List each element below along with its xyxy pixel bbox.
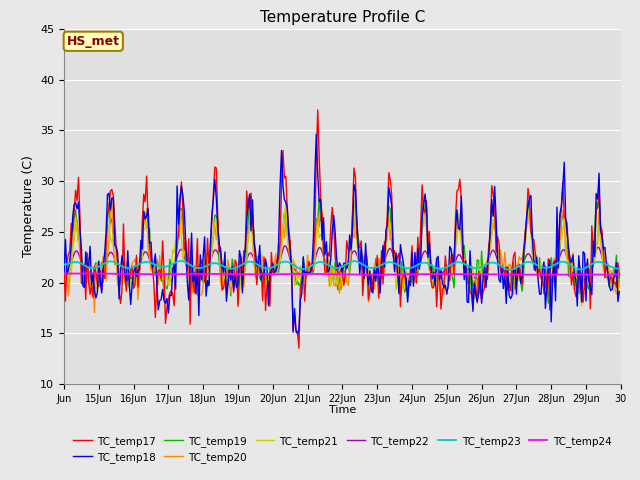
TC_temp20 <box>98 271 106 276</box>
TC_temp20 <box>60 262 68 268</box>
TC_temp18 <box>79 283 86 288</box>
TC_temp24 <box>348 272 355 277</box>
TC_temp20 <box>79 276 86 281</box>
TC_temp24 <box>72 271 79 276</box>
Line: TC_temp21: TC_temp21 <box>64 203 620 306</box>
TC_temp21 <box>578 303 586 309</box>
TC_temp20 <box>541 284 549 290</box>
TC_temp19 <box>616 272 623 278</box>
Y-axis label: Temperature (C): Temperature (C) <box>22 156 35 257</box>
TC_temp23 <box>79 262 86 267</box>
TC_temp17 <box>616 272 623 277</box>
TC_temp18 <box>312 132 320 137</box>
TC_temp22 <box>614 274 621 280</box>
TC_temp17 <box>459 255 467 261</box>
Legend: TC_temp17, TC_temp18, TC_temp19, TC_temp20, TC_temp21, TC_temp22, TC_temp23, TC_: TC_temp17, TC_temp18, TC_temp19, TC_temp… <box>69 432 616 467</box>
TC_temp21 <box>97 268 104 274</box>
TC_temp18 <box>60 270 68 276</box>
TC_temp18 <box>459 236 467 241</box>
TC_temp19 <box>545 300 552 306</box>
TC_temp17 <box>349 209 356 215</box>
TC_temp22 <box>349 249 356 255</box>
TC_temp23 <box>348 259 355 264</box>
Text: HS_met: HS_met <box>67 35 120 48</box>
TC_temp20 <box>91 310 99 315</box>
TC_temp18 <box>614 299 621 304</box>
TC_temp23 <box>97 263 104 269</box>
TC_temp23 <box>614 266 621 272</box>
TC_temp20 <box>616 276 623 282</box>
TC_temp22 <box>79 263 86 268</box>
TC_temp20 <box>614 289 621 295</box>
Line: TC_temp19: TC_temp19 <box>64 197 620 303</box>
TC_temp20 <box>108 200 116 205</box>
TC_temp20 <box>459 256 467 262</box>
TC_temp24 <box>541 272 549 277</box>
TC_temp18 <box>97 278 104 284</box>
Line: TC_temp20: TC_temp20 <box>64 203 620 312</box>
TC_temp24 <box>614 272 621 277</box>
TC_temp17 <box>314 107 321 113</box>
TC_temp17 <box>79 268 86 274</box>
TC_temp22 <box>280 243 288 249</box>
TC_temp18 <box>616 289 623 295</box>
TC_temp18 <box>349 226 356 231</box>
TC_temp19 <box>60 269 68 275</box>
TC_temp19 <box>79 277 86 283</box>
TC_temp17 <box>295 345 303 351</box>
TC_temp17 <box>97 268 104 274</box>
TC_temp24 <box>60 271 68 276</box>
TC_temp23 <box>458 260 465 265</box>
TC_temp23 <box>507 267 515 273</box>
TC_temp22 <box>616 275 623 280</box>
TC_temp23 <box>178 258 186 264</box>
TC_temp24 <box>369 272 377 277</box>
TC_temp22 <box>541 273 549 278</box>
TC_temp22 <box>60 271 68 277</box>
TC_temp19 <box>246 194 253 200</box>
TC_temp18 <box>541 306 549 312</box>
TC_temp21 <box>79 273 86 279</box>
TC_temp19 <box>540 272 548 277</box>
TC_temp19 <box>614 292 621 298</box>
TC_temp20 <box>349 231 356 237</box>
TC_temp23 <box>541 265 549 271</box>
TC_temp19 <box>348 257 355 263</box>
TC_temp21 <box>348 238 355 244</box>
X-axis label: Time: Time <box>329 405 356 415</box>
Line: TC_temp18: TC_temp18 <box>64 134 620 334</box>
Line: TC_temp24: TC_temp24 <box>64 274 620 275</box>
TC_temp22 <box>459 258 467 264</box>
TC_temp24 <box>616 272 623 277</box>
TC_temp24 <box>459 271 467 277</box>
TC_temp22 <box>97 268 104 274</box>
TC_temp22 <box>193 276 201 282</box>
TC_temp17 <box>541 264 549 269</box>
TC_temp24 <box>98 271 106 276</box>
TC_temp23 <box>60 262 68 267</box>
TC_temp18 <box>294 331 301 337</box>
TC_temp24 <box>81 271 88 276</box>
Line: TC_temp23: TC_temp23 <box>64 261 620 270</box>
TC_temp21 <box>282 200 290 206</box>
TC_temp21 <box>458 240 465 245</box>
TC_temp21 <box>540 260 548 266</box>
Title: Temperature Profile C: Temperature Profile C <box>260 10 425 25</box>
TC_temp19 <box>458 227 465 232</box>
TC_temp23 <box>616 266 623 272</box>
TC_temp21 <box>60 271 68 277</box>
TC_temp17 <box>614 260 621 265</box>
TC_temp19 <box>97 278 104 284</box>
Line: TC_temp22: TC_temp22 <box>64 246 620 279</box>
TC_temp21 <box>614 272 621 277</box>
TC_temp17 <box>60 267 68 273</box>
TC_temp21 <box>616 271 623 277</box>
Line: TC_temp17: TC_temp17 <box>64 110 620 348</box>
